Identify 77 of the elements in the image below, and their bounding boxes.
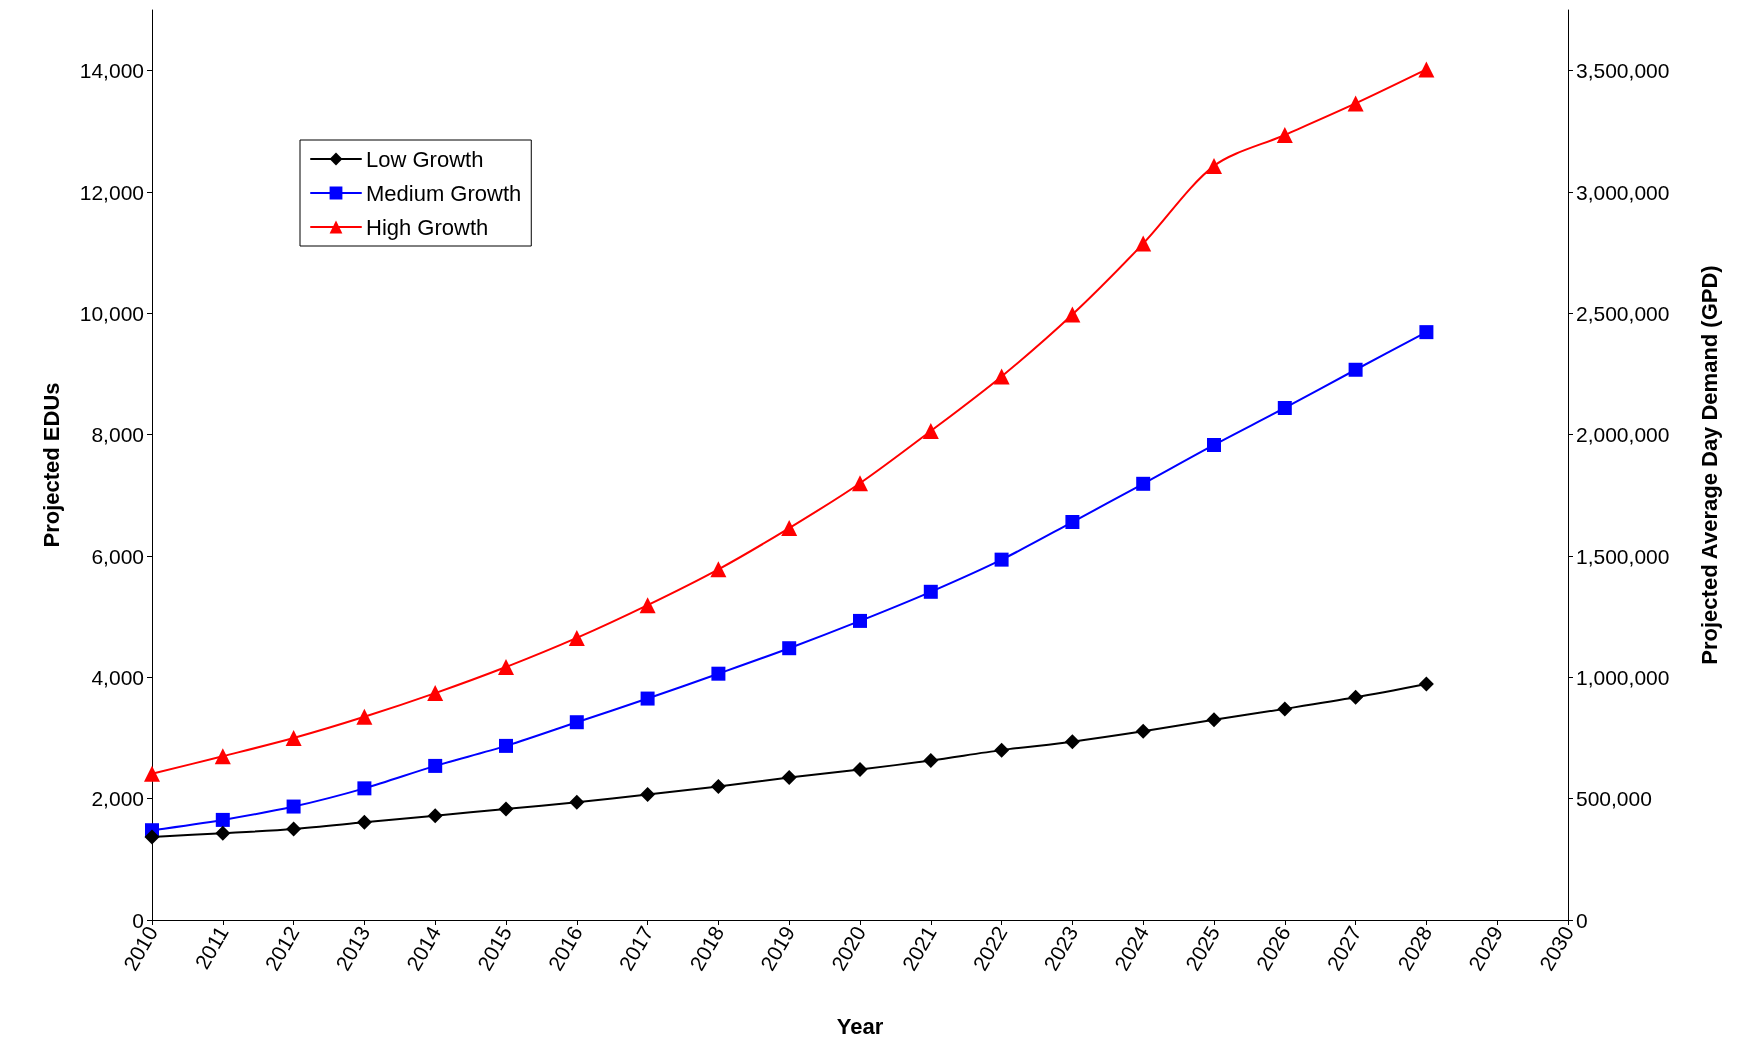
y2-tick-label: 2,000,000 bbox=[1576, 423, 1670, 447]
point bbox=[781, 520, 798, 537]
y2-tick-label: 1,500,000 bbox=[1576, 544, 1670, 568]
point bbox=[215, 825, 231, 841]
y-axis-title: Projected EDUs bbox=[38, 382, 64, 548]
point bbox=[569, 794, 585, 810]
point bbox=[922, 423, 939, 440]
point bbox=[1206, 157, 1222, 174]
point bbox=[1064, 734, 1080, 750]
legend-label: Low Growth bbox=[366, 146, 484, 172]
point bbox=[1347, 95, 1364, 112]
point bbox=[710, 561, 727, 578]
point bbox=[640, 786, 656, 802]
legend-label: Medium Growth bbox=[366, 180, 522, 206]
y2-tick-label: 3,000,000 bbox=[1576, 180, 1670, 204]
point bbox=[498, 659, 514, 676]
y-tick-label: 8,000 bbox=[91, 423, 144, 447]
point bbox=[1418, 676, 1434, 692]
y-tick-label: 12,000 bbox=[79, 180, 144, 204]
point bbox=[1277, 701, 1293, 717]
y-tick-label: 2,000 bbox=[91, 787, 144, 811]
point bbox=[1135, 723, 1151, 739]
point bbox=[144, 765, 160, 782]
point bbox=[1206, 712, 1222, 728]
legend-label: High Growth bbox=[366, 214, 489, 240]
y-tick-label: 6,000 bbox=[91, 544, 144, 568]
point bbox=[285, 730, 302, 746]
point bbox=[428, 758, 443, 773]
point bbox=[356, 814, 372, 830]
x-axis-title: Year bbox=[836, 1013, 884, 1039]
point bbox=[782, 641, 797, 656]
point bbox=[569, 715, 584, 730]
point bbox=[357, 781, 372, 796]
point bbox=[852, 762, 868, 778]
point bbox=[1348, 362, 1363, 377]
point bbox=[640, 691, 655, 706]
point bbox=[427, 685, 444, 702]
point bbox=[499, 738, 513, 753]
point bbox=[1418, 61, 1435, 78]
y-tick-label: 10,000 bbox=[79, 301, 144, 325]
point bbox=[923, 752, 939, 768]
y2-tick-label: 1,000,000 bbox=[1576, 665, 1670, 689]
point bbox=[144, 829, 160, 845]
point bbox=[710, 779, 726, 795]
point bbox=[993, 368, 1010, 385]
point bbox=[1064, 306, 1081, 323]
y2-tick-label: 0 bbox=[1576, 908, 1588, 932]
point bbox=[853, 613, 867, 628]
point bbox=[1136, 476, 1151, 491]
point bbox=[215, 812, 230, 827]
point bbox=[994, 742, 1010, 758]
point bbox=[568, 629, 585, 646]
point bbox=[498, 801, 514, 817]
point bbox=[286, 821, 302, 837]
point bbox=[356, 708, 373, 725]
point bbox=[639, 597, 656, 614]
point bbox=[1065, 515, 1080, 530]
point bbox=[1277, 400, 1292, 415]
point bbox=[923, 584, 938, 599]
y2-tick-label: 3,500,000 bbox=[1576, 59, 1670, 83]
y2-tick-label: 500,000 bbox=[1576, 787, 1652, 811]
point bbox=[1135, 235, 1152, 252]
y2-tick-label: 2,500,000 bbox=[1576, 301, 1670, 325]
y-tick-label: 4,000 bbox=[91, 665, 144, 689]
point bbox=[781, 769, 797, 785]
point bbox=[1348, 689, 1364, 705]
point bbox=[214, 748, 231, 765]
point bbox=[994, 552, 1009, 567]
point bbox=[1419, 325, 1434, 340]
y-tick-label: 14,000 bbox=[79, 59, 144, 83]
point bbox=[711, 666, 726, 681]
y2-axis-title: Projected Average Day Demand (GPD) bbox=[1696, 265, 1722, 665]
point bbox=[852, 475, 868, 492]
point bbox=[427, 808, 443, 824]
point bbox=[1276, 126, 1293, 143]
point bbox=[286, 799, 301, 814]
point bbox=[1207, 437, 1221, 452]
